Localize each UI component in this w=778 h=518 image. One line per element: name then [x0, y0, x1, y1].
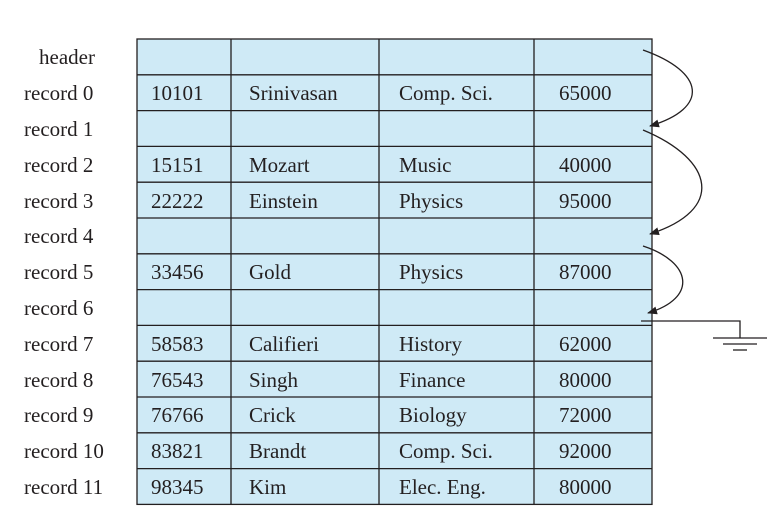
record-2-salary-cell: 40000	[559, 152, 612, 177]
record-11-dept-cell: Elec. Eng.	[399, 475, 486, 499]
record-7-dept-cell: History	[399, 331, 462, 356]
record-grid	[136, 38, 653, 506]
record-7-salary-cell: 62000	[559, 331, 612, 356]
record-11-label: record 11	[24, 475, 104, 499]
record-0-salary-cell: 65000	[559, 81, 612, 106]
record-7-id-cell: 58583	[151, 331, 204, 356]
record-10-name-cell: Brandt	[249, 439, 307, 464]
record-8-name-cell: Singh	[249, 367, 299, 392]
header-label: header	[39, 45, 95, 70]
record-8-label: record 8	[24, 367, 94, 392]
pointer-record-4-to-record-6	[642, 245, 684, 315]
record-11-salary-cell: 80000	[559, 475, 612, 499]
record-6-label: record 6	[24, 296, 94, 320]
record-7-label: record 7	[24, 331, 94, 356]
record-3-id-cell: 22222	[151, 188, 204, 213]
record-2-id-cell: 15151	[151, 152, 204, 177]
record-8-dept-cell: Finance	[399, 367, 466, 392]
record-10-id-cell: 83821	[151, 439, 204, 464]
pointer-record-6-to-null	[641, 320, 741, 338]
record-9-label: record 9	[24, 403, 94, 428]
record-0-name-cell: Srinivasan	[249, 81, 338, 106]
record-9-id-cell: 76766	[151, 403, 204, 428]
pointer-header-to-record-1	[642, 49, 693, 128]
record-9-dept-cell: Biology	[399, 403, 467, 428]
record-8-id-cell: 76543	[151, 367, 204, 392]
record-4-label: record 4	[24, 224, 94, 249]
null-ground-icon	[713, 337, 767, 351]
record-5-id-cell: 33456	[151, 260, 204, 285]
record-10-label: record 10	[24, 439, 104, 464]
record-3-label: record 3	[24, 188, 94, 213]
pointer-record-1-to-record-4	[642, 129, 703, 236]
record-0-label: record 0	[24, 81, 94, 106]
record-3-salary-cell: 95000	[559, 188, 612, 213]
record-5-label: record 5	[24, 260, 94, 285]
record-5-salary-cell: 87000	[559, 260, 612, 285]
record-5-dept-cell: Physics	[399, 260, 464, 285]
record-2-dept-cell: Music	[399, 152, 452, 177]
free-list-pointers	[641, 49, 767, 351]
record-11-name-cell: Kim	[249, 475, 287, 499]
record-3-dept-cell: Physics	[399, 188, 464, 213]
record-11-id-cell: 98345	[151, 475, 204, 499]
record-1-label: record 1	[24, 117, 94, 141]
record-10-salary-cell: 92000	[559, 439, 612, 464]
record-7-name-cell: Califieri	[249, 331, 319, 356]
record-9-name-cell: Crick	[249, 403, 296, 428]
record-2-label: record 2	[24, 152, 94, 177]
record-3-name-cell: Einstein	[249, 188, 318, 213]
record-9-salary-cell: 72000	[559, 403, 612, 428]
record-10-dept-cell: Comp. Sci.	[399, 439, 493, 464]
record-0-dept-cell: Comp. Sci.	[399, 81, 493, 106]
grid-background	[136, 38, 653, 506]
record-0-id-cell: 10101	[151, 81, 204, 106]
record-5-name-cell: Gold	[249, 260, 291, 285]
record-8-salary-cell: 80000	[559, 367, 612, 392]
record-2-name-cell: Mozart	[249, 152, 310, 177]
